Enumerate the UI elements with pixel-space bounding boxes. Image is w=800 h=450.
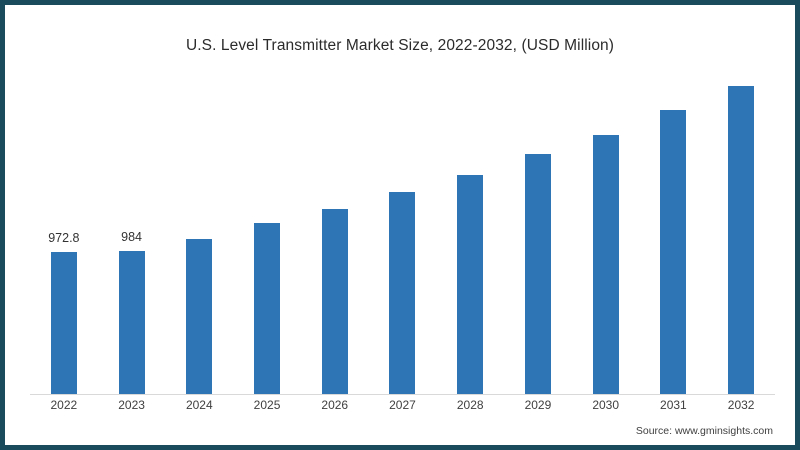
bar-group: 2030 — [572, 64, 640, 412]
frame-border-right — [795, 0, 800, 450]
frame-border-bottom — [0, 445, 800, 450]
bar[interactable] — [254, 223, 281, 394]
frame-border-top — [0, 0, 800, 5]
x-axis-tick-label: 2022 — [50, 398, 78, 412]
x-axis-tick-label: 2028 — [456, 398, 484, 412]
bar-value-label: 972.8 — [48, 231, 80, 246]
bar-value-label: 984 — [121, 229, 143, 244]
chart-title: U.S. Level Transmitter Market Size, 2022… — [185, 37, 615, 54]
bar-group: 2032 — [707, 64, 775, 412]
chart-canvas: U.S. Level Transmitter Market Size, 2022… — [5, 5, 795, 445]
x-axis-tick-label: 2026 — [321, 398, 349, 412]
source-attribution: Source: www.gminsights.com — [635, 425, 773, 437]
x-axis-tick-label: 2030 — [592, 398, 620, 412]
x-axis-line — [30, 394, 775, 395]
bar-group: 2029 — [504, 64, 572, 412]
bar-group: 972.8 2022 — [30, 64, 98, 412]
bar-group: 2025 — [233, 64, 301, 412]
x-axis-tick-label: 2032 — [727, 398, 755, 412]
x-axis-tick-label: 2027 — [389, 398, 416, 412]
bar[interactable] — [186, 239, 213, 394]
bar[interactable] — [389, 191, 416, 394]
bar[interactable] — [728, 85, 755, 394]
bar[interactable] — [321, 209, 348, 394]
bar-group: 984 2023 — [98, 64, 166, 412]
bar-group: 2027 — [369, 64, 437, 412]
bar[interactable] — [592, 135, 619, 394]
bar-group: 2024 — [165, 64, 233, 412]
bar-group: 2028 — [436, 64, 504, 412]
x-axis-tick-label: 2025 — [253, 398, 281, 412]
frame-border-left — [0, 0, 5, 450]
plot-area: 972.8 2022 984 2023 2024 2025 2026 2027 2028 2029… — [30, 64, 775, 412]
bar[interactable] — [660, 109, 687, 394]
x-axis-tick-label: 2024 — [185, 398, 213, 412]
bar-group: 2026 — [301, 64, 369, 412]
bar[interactable] — [118, 250, 145, 394]
x-axis-tick-label: 2023 — [118, 398, 145, 412]
bar[interactable] — [50, 252, 77, 394]
bar[interactable] — [457, 174, 484, 394]
x-axis-tick-label: 2029 — [524, 398, 552, 412]
x-axis-tick-label: 2031 — [660, 398, 687, 412]
bar-group: 2031 — [640, 64, 708, 412]
bar[interactable] — [524, 153, 551, 394]
